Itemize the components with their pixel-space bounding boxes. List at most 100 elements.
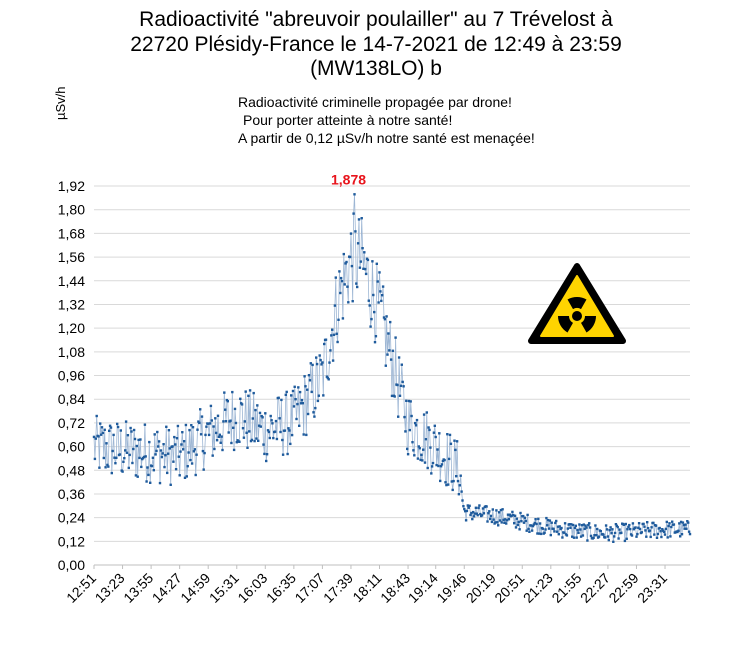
data-point (149, 481, 152, 484)
data-point (496, 521, 499, 524)
data-point (159, 449, 163, 452)
series-line (93, 194, 691, 542)
data-point (487, 512, 490, 515)
data-point (432, 431, 436, 434)
data-point (648, 529, 652, 532)
data-point (335, 332, 338, 335)
data-point (510, 514, 513, 517)
data-point (296, 402, 299, 406)
data-point (334, 276, 337, 279)
data-point (153, 433, 156, 436)
data-point (303, 375, 306, 378)
data-point (288, 429, 291, 432)
y-tick-label: 1,44 (58, 273, 85, 289)
data-point (211, 454, 214, 457)
data-point (645, 535, 648, 538)
data-point (401, 380, 404, 384)
data-point (263, 452, 266, 456)
data-point (631, 522, 635, 525)
data-point (326, 376, 329, 380)
data-point (519, 511, 522, 515)
data-point (216, 414, 220, 417)
trefoil-blade (581, 316, 596, 333)
data-point (109, 426, 113, 429)
data-point (503, 521, 506, 524)
data-point (644, 529, 647, 532)
data-point (444, 481, 447, 484)
data-point (257, 439, 260, 442)
data-point (419, 458, 422, 462)
data-point (336, 340, 339, 344)
data-point (453, 439, 456, 442)
data-point (118, 453, 122, 456)
data-point (114, 462, 117, 465)
data-point (568, 523, 571, 526)
data-point (422, 448, 425, 451)
x-tick-label: 16:35 (263, 570, 299, 606)
data-point (490, 520, 494, 524)
data-point (466, 504, 469, 507)
data-point (429, 446, 432, 449)
data-point (352, 212, 355, 215)
x-tick-label: 15:31 (206, 570, 242, 606)
data-point (250, 438, 254, 442)
data-point (658, 526, 661, 530)
data-point (486, 520, 489, 523)
data-point (513, 522, 516, 525)
data-point (258, 411, 262, 415)
data-point (499, 508, 503, 512)
data-point (409, 400, 412, 403)
data-point (241, 427, 245, 430)
data-point (328, 361, 331, 364)
data-point (251, 417, 254, 420)
data-point (536, 532, 539, 535)
data-point (380, 299, 383, 303)
data-point (337, 318, 340, 321)
data-point (198, 421, 201, 425)
data-point (340, 279, 344, 283)
data-point (571, 523, 575, 527)
data-point (655, 536, 659, 539)
data-point (306, 412, 310, 416)
data-point (174, 468, 178, 471)
data-point (666, 536, 669, 539)
data-point (368, 304, 371, 307)
data-point (184, 423, 188, 427)
data-point (397, 356, 401, 359)
data-point (557, 533, 560, 536)
data-point (155, 449, 158, 453)
data-point (199, 433, 203, 436)
data-point (214, 417, 217, 420)
data-point (686, 520, 689, 523)
y-tick-label: 0,84 (58, 391, 85, 407)
data-point (150, 464, 154, 468)
data-point (94, 437, 97, 440)
data-point (492, 518, 495, 521)
data-point (485, 505, 488, 508)
data-point (454, 448, 457, 452)
data-point (281, 438, 284, 442)
annotation-line-2: Pour porter atteinte à notre santé! (243, 112, 453, 128)
data-point (308, 379, 312, 382)
data-point (610, 532, 613, 535)
data-point (500, 521, 503, 524)
data-point (502, 518, 505, 521)
data-point (626, 528, 629, 531)
data-point (413, 454, 416, 457)
data-point (531, 524, 535, 528)
x-tick-label: 20:19 (463, 570, 499, 606)
data-point (182, 440, 186, 443)
data-point (98, 466, 101, 469)
y-tick-label: 0,48 (58, 462, 85, 478)
data-point (543, 531, 546, 534)
data-point (524, 519, 527, 523)
data-point (332, 333, 336, 336)
data-point (394, 336, 397, 339)
data-point (680, 533, 684, 536)
x-tick-label: 21:23 (520, 570, 556, 606)
data-point (383, 318, 387, 321)
data-point (325, 375, 329, 378)
data-point (361, 247, 364, 250)
y-tick-label: 1,08 (58, 344, 85, 360)
